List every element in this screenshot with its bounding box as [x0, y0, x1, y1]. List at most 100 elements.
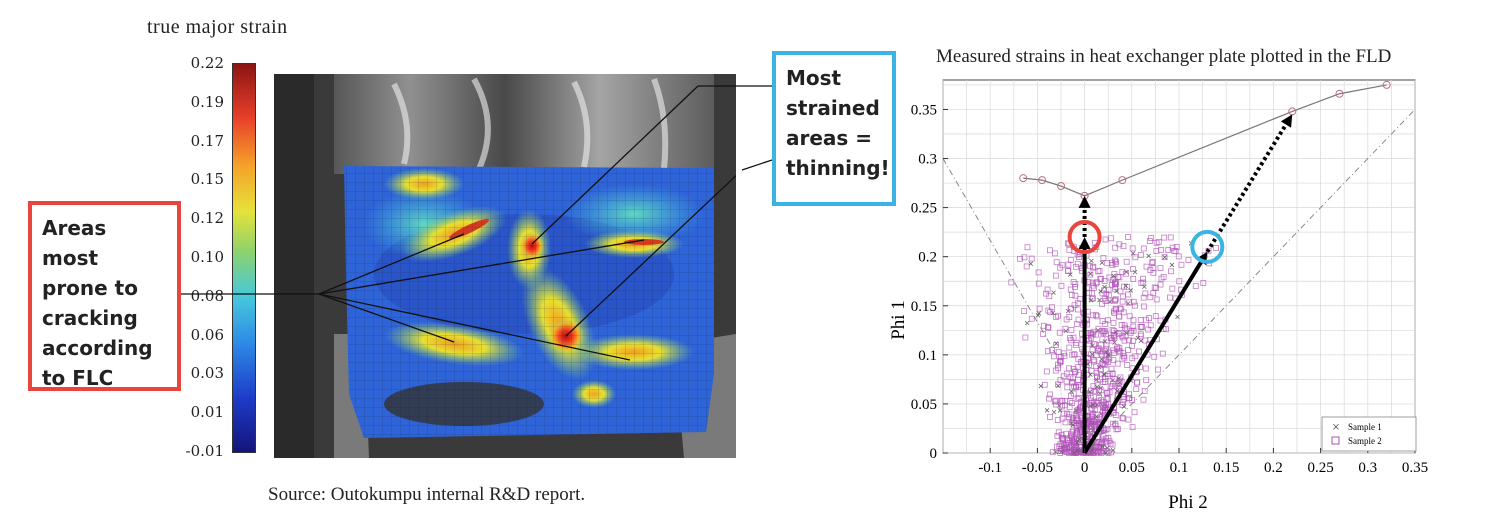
data-point-sample-2	[1138, 280, 1145, 286]
data-point-sample-2	[1067, 305, 1074, 312]
data-point-sample-2	[1102, 376, 1109, 383]
data-point-sample-2	[1120, 243, 1127, 250]
data-point-sample-2	[1063, 370, 1070, 377]
data-point-sample-2	[1051, 398, 1058, 405]
data-point-sample-2	[1140, 294, 1147, 301]
data-point-sample-2	[1112, 283, 1119, 290]
data-point-sample-2	[1067, 335, 1073, 341]
data-point-sample-2	[1106, 389, 1113, 396]
data-point-sample-2	[1185, 257, 1192, 263]
data-point-sample-2	[1069, 379, 1076, 386]
data-point-sample-2	[1087, 263, 1093, 269]
data-point-sample-2	[1103, 351, 1110, 358]
data-point-sample-2	[1122, 332, 1129, 339]
x-tick-label: -0.1	[978, 460, 1002, 476]
data-point-sample-2	[1054, 312, 1061, 319]
data-point-sample-2	[1067, 257, 1074, 263]
data-point-sample-2	[1151, 284, 1158, 291]
data-point-sample-2	[1088, 331, 1095, 338]
data-point-sample-2	[1126, 313, 1133, 320]
data-point-sample-2	[1115, 274, 1121, 280]
data-point-sample-2	[1121, 354, 1128, 361]
data-point-sample-2	[1093, 449, 1100, 456]
data-point-sample-2	[1102, 236, 1109, 243]
data-point-sample-2	[1088, 351, 1094, 358]
data-point-sample-2	[1098, 397, 1104, 404]
data-point-sample-2	[1119, 298, 1126, 305]
flc-point	[1382, 80, 1391, 89]
data-point-sample-2	[1060, 350, 1067, 357]
data-point-sample-1	[1098, 289, 1103, 294]
arrow-head	[1078, 195, 1091, 208]
data-point-sample-2	[1074, 396, 1081, 402]
data-point-sample-2	[1088, 412, 1095, 419]
data-point-sample-2	[1155, 239, 1162, 245]
data-point-sample-2	[1153, 296, 1160, 303]
data-point-sample-2	[1021, 308, 1028, 314]
data-point-sample-2	[1110, 420, 1116, 427]
data-point-sample-2	[1054, 443, 1060, 450]
data-point-sample-1	[1088, 297, 1094, 303]
data-point-sample-2	[1142, 365, 1149, 372]
data-point-sample-2	[1035, 280, 1042, 287]
data-point-sample-2	[1192, 283, 1199, 289]
data-point-sample-2	[1065, 414, 1072, 421]
data-point-sample-2	[1112, 296, 1119, 303]
data-point-sample-2	[1062, 325, 1069, 332]
data-point-sample-2	[1112, 260, 1119, 267]
data-point-sample-2	[1131, 409, 1138, 416]
data-point-sample-2	[1075, 382, 1082, 389]
data-point-sample-2	[1124, 362, 1131, 368]
data-point-sample-2	[1111, 328, 1117, 335]
data-point-sample-2	[1130, 298, 1137, 305]
data-point-sample-2	[1158, 275, 1165, 282]
data-point-sample-1	[1099, 260, 1105, 265]
data-point-sample-2	[1114, 344, 1121, 350]
y-tick-label: 0.35	[911, 102, 937, 118]
data-point-sample-2	[1132, 353, 1139, 360]
blue-highlight-circle	[1190, 229, 1225, 264]
data-point-sample-2	[1093, 312, 1099, 319]
data-point-sample-2	[1065, 267, 1072, 274]
data-point-sample-2	[1108, 365, 1115, 372]
data-point-sample-2	[1067, 374, 1074, 381]
data-point-sample-2	[1024, 244, 1031, 251]
data-point-sample-2	[1052, 272, 1059, 279]
data-point-sample-1	[1100, 444, 1105, 449]
data-point-sample-2	[1152, 313, 1159, 320]
data-point-sample-2	[1151, 353, 1158, 360]
callout-line: according	[42, 336, 153, 360]
data-point-sample-1	[1053, 341, 1059, 346]
data-point-sample-2	[1172, 248, 1179, 254]
data-point-sample-1	[1087, 389, 1093, 395]
data-point-sample-2	[1138, 323, 1145, 330]
data-point-sample-2	[1028, 315, 1035, 322]
data-point-sample-2	[1087, 330, 1094, 337]
colorbar-tick-label: 0.12	[190, 209, 224, 228]
data-point-sample-2	[1066, 344, 1073, 351]
data-point-sample-2	[1103, 342, 1110, 349]
data-point-sample-2	[1094, 382, 1101, 389]
data-point-sample-2	[1109, 326, 1116, 333]
colorbar-tick-label: -0.01	[185, 442, 224, 460]
data-point-sample-2	[1073, 263, 1079, 270]
data-point-sample-1	[1088, 372, 1093, 377]
data-point-sample-2	[1053, 401, 1059, 408]
data-point-sample-2	[1100, 408, 1106, 415]
data-point-sample-2	[1090, 295, 1096, 302]
data-point-sample-2	[1147, 294, 1154, 301]
data-point-sample-2	[1075, 394, 1082, 401]
callout-line: Most	[786, 66, 842, 90]
reference-line	[1084, 109, 1416, 454]
data-point-sample-2	[1073, 339, 1080, 346]
data-point-sample-2	[1129, 245, 1136, 252]
data-point-sample-2	[1055, 429, 1062, 436]
y-tick-label: 0.05	[911, 397, 937, 413]
data-point-sample-2	[1146, 238, 1153, 244]
data-point-sample-2	[1125, 347, 1131, 353]
data-point-sample-2	[1148, 235, 1155, 241]
data-point-sample-1	[1128, 288, 1134, 293]
flc-point	[1335, 89, 1344, 98]
colorbar-tick-label: 0.22	[190, 54, 224, 72]
red-highlight-circle	[1067, 220, 1102, 255]
